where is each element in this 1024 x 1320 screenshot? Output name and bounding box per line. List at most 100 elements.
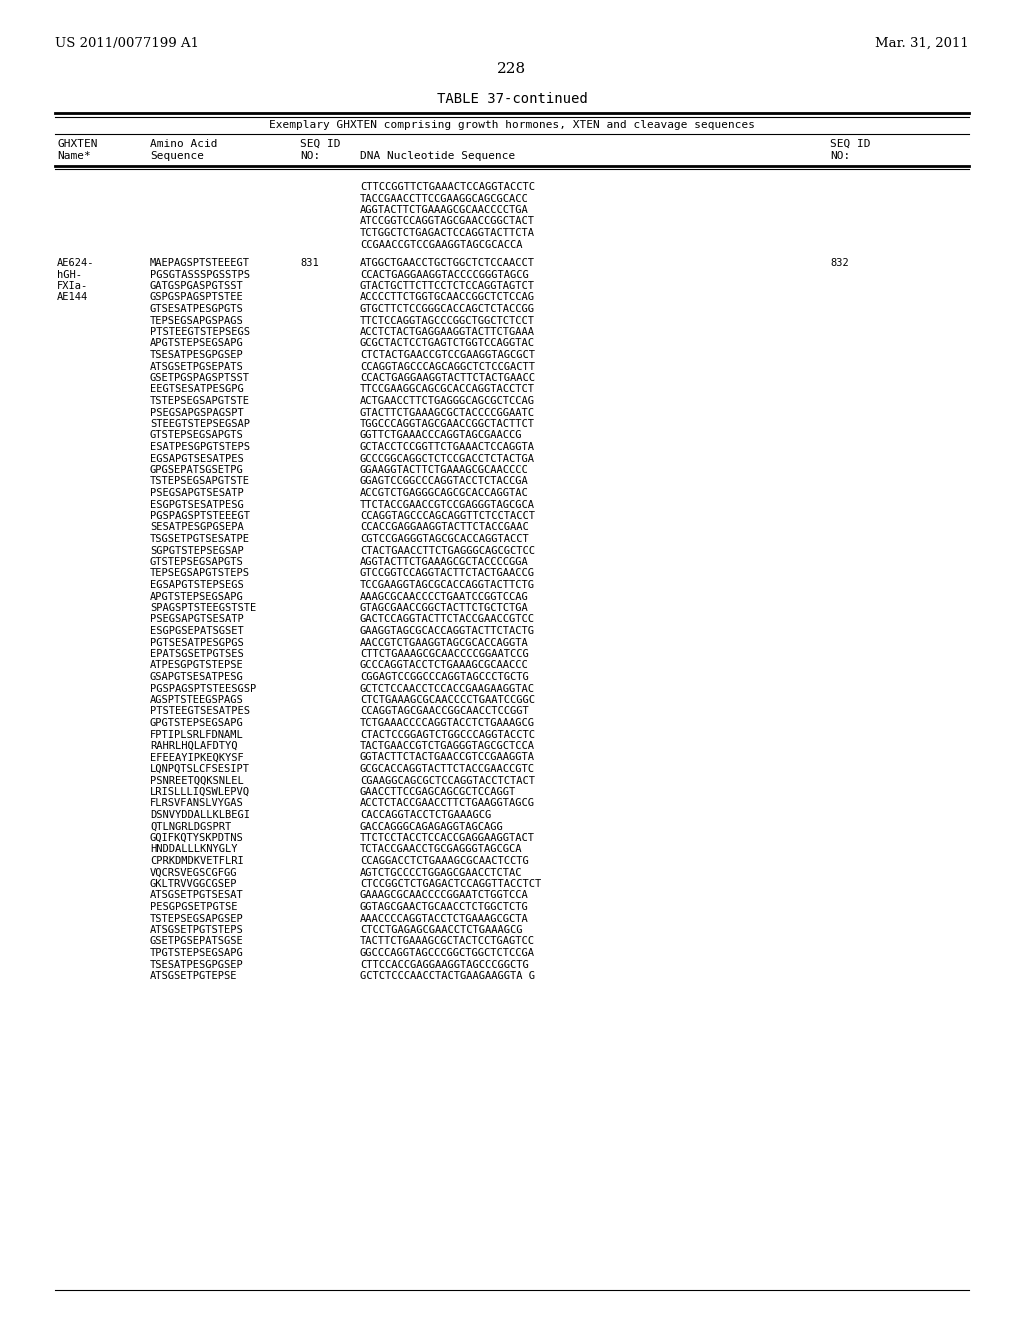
Text: Sequence: Sequence — [150, 150, 204, 161]
Text: GKLTRVVGGCGSEP: GKLTRVVGGCGSEP — [150, 879, 238, 888]
Text: PGSPAGSPTSTEEEGT: PGSPAGSPTSTEEEGT — [150, 511, 250, 521]
Text: ATSGSETPGTSTEPS: ATSGSETPGTSTEPS — [150, 925, 244, 935]
Text: CCACCGAGGAAGGTACTTCTACCGAAC: CCACCGAGGAAGGTACTTCTACCGAAC — [360, 523, 528, 532]
Text: GCTCTCCCAACCTACTGAAGAAGGTA G: GCTCTCCCAACCTACTGAAGAAGGTA G — [360, 972, 535, 981]
Text: GGTACTTCTACTGAACCGTCCGAAGGTA: GGTACTTCTACTGAACCGTCCGAAGGTA — [360, 752, 535, 763]
Text: GTSTEPSEGSAPGTS: GTSTEPSEGSAPGTS — [150, 430, 244, 441]
Text: EEGTSESATPESGPG: EEGTSESATPESGPG — [150, 384, 244, 395]
Text: AAAGCGCAACCCCTGAATCCGGTCCAG: AAAGCGCAACCCCTGAATCCGGTCCAG — [360, 591, 528, 602]
Text: TSTEPSEGSAPGTSTE: TSTEPSEGSAPGTSTE — [150, 477, 250, 487]
Text: AGTCTGCCCCTGGAGCGAACCTCTAC: AGTCTGCCCCTGGAGCGAACCTCTAC — [360, 867, 522, 878]
Text: CCGAACCGTCCGAAGGTAGCGCACCA: CCGAACCGTCCGAAGGTAGCGCACCA — [360, 239, 522, 249]
Text: GCTACCTCCGGTTCTGAAACTCCAGGTA: GCTACCTCCGGTTCTGAAACTCCAGGTA — [360, 442, 535, 451]
Text: GSETPGSEPATSGSE: GSETPGSEPATSGSE — [150, 936, 244, 946]
Text: TCTACCGAACCTGCGAGGGTAGCGCA: TCTACCGAACCTGCGAGGGTAGCGCA — [360, 845, 522, 854]
Text: TTCTCCTACCTCCACCGAGGAAGGTACT: TTCTCCTACCTCCACCGAGGAAGGTACT — [360, 833, 535, 843]
Text: SGPGTSTEPSEGSAP: SGPGTSTEPSEGSAP — [150, 545, 244, 556]
Text: SPAGSPTSTEEGSTSTE: SPAGSPTSTEEGSTSTE — [150, 603, 256, 612]
Text: SEQ ID: SEQ ID — [300, 139, 341, 149]
Text: ATGGCTGAACCTGCTGGCTCTCCAACCT: ATGGCTGAACCTGCTGGCTCTCCAACCT — [360, 257, 535, 268]
Text: AGGTACTTCTGAAAGCGCTACCCCGGA: AGGTACTTCTGAAAGCGCTACCCCGGA — [360, 557, 528, 568]
Text: GACCAGGGCAGAGAGGTAGCAGG: GACCAGGGCAGAGAGGTAGCAGG — [360, 821, 504, 832]
Text: PGSPAGSPTSTEESGSP: PGSPAGSPTSTEESGSP — [150, 684, 256, 693]
Text: GCCCAGGTACCTCTGAAAGCGCAACCC: GCCCAGGTACCTCTGAAAGCGCAACCC — [360, 660, 528, 671]
Text: TACCGAACCTTCCGAAGGCAGCGCACC: TACCGAACCTTCCGAAGGCAGCGCACC — [360, 194, 528, 203]
Text: SESATPESGPGSEPA: SESATPESGPGSEPA — [150, 523, 244, 532]
Text: GGAGTCCGGCCCAGGTACCTCTACCGA: GGAGTCCGGCCCAGGTACCTCTACCGA — [360, 477, 528, 487]
Text: CPRKDMDKVETFLRI: CPRKDMDKVETFLRI — [150, 855, 244, 866]
Text: GTAGCGAACCGGCTACTTCTGCTCTGA: GTAGCGAACCGGCTACTTCTGCTCTGA — [360, 603, 528, 612]
Text: GCGCACCAGGTACTTCTACCGAACCGTC: GCGCACCAGGTACTTCTACCGAACCGTC — [360, 764, 535, 774]
Text: CTACTCCGGAGTCTGGCCCAGGTACCTC: CTACTCCGGAGTCTGGCCCAGGTACCTC — [360, 730, 535, 739]
Text: GTCCGGTCCAGGTACTTCTACTGAACCG: GTCCGGTCCAGGTACTTCTACTGAACCG — [360, 569, 535, 578]
Text: AGGTACTTCTGAAAGCGCAACCCCTGA: AGGTACTTCTGAAAGCGCAACCCCTGA — [360, 205, 528, 215]
Text: ESGPGSEPATSGSET: ESGPGSEPATSGSET — [150, 626, 244, 636]
Text: VQCRSVEGSCGFGG: VQCRSVEGSCGFGG — [150, 867, 238, 878]
Text: GSPGSPAGSPTSTEE: GSPGSPAGSPTSTEE — [150, 293, 244, 302]
Text: GATGSPGASPGTSST: GATGSPGASPGTSST — [150, 281, 244, 290]
Text: TSGSETPGTSESATPE: TSGSETPGTSESATPE — [150, 535, 250, 544]
Text: PGSGTASSSPGSSTPS: PGSGTASSSPGSSTPS — [150, 269, 250, 280]
Text: GSAPGTSESATPESG: GSAPGTSESATPESG — [150, 672, 244, 682]
Text: TEPSEGSAPGSPAGS: TEPSEGSAPGSPAGS — [150, 315, 244, 326]
Text: TCCGAAGGTAGCGCACCAGGTACTTCTG: TCCGAAGGTAGCGCACCAGGTACTTCTG — [360, 579, 535, 590]
Text: SEQ ID: SEQ ID — [830, 139, 870, 149]
Text: AACCGTCTGAAGGTAGCGCACCAGGTA: AACCGTCTGAAGGTAGCGCACCAGGTA — [360, 638, 528, 648]
Text: PSEGSAPGTSESATP: PSEGSAPGTSESATP — [150, 615, 244, 624]
Text: Amino Acid: Amino Acid — [150, 139, 217, 149]
Text: CCACTGAGGAAGGTACCCCGGGTAGCG: CCACTGAGGAAGGTACCCCGGGTAGCG — [360, 269, 528, 280]
Text: GGAAGGTACTTCTGAAAGCGCAACCCC: GGAAGGTACTTCTGAAAGCGCAACCCC — [360, 465, 528, 475]
Text: GAACCTTCCGAGCAGCGCTCCAGGT: GAACCTTCCGAGCAGCGCTCCAGGT — [360, 787, 516, 797]
Text: APGTSTEPSEGSAPG: APGTSTEPSEGSAPG — [150, 591, 244, 602]
Text: AE624-: AE624- — [57, 257, 94, 268]
Text: GCTCTCCAACCTCCACCGAAGAAGGTAC: GCTCTCCAACCTCCACCGAAGAAGGTAC — [360, 684, 535, 693]
Text: PESGPGSETPGTSE: PESGPGSETPGTSE — [150, 902, 238, 912]
Text: TACTTCTGAAAGCGCTACTCCTGAGTCC: TACTTCTGAAAGCGCTACTCCTGAGTCC — [360, 936, 535, 946]
Text: GTSESATPESGPGTS: GTSESATPESGPGTS — [150, 304, 244, 314]
Text: GTGCTTCTCCGGGCACCAGCTCTACCGG: GTGCTTCTCCGGGCACCAGCTCTACCGG — [360, 304, 535, 314]
Text: TTCCGAAGGCAGCGCACCAGGTACCTCT: TTCCGAAGGCAGCGCACCAGGTACCTCT — [360, 384, 535, 395]
Text: TEPSEGSAPGTSTEPS: TEPSEGSAPGTSTEPS — [150, 569, 250, 578]
Text: AGSPTSTEEGSPAGS: AGSPTSTEEGSPAGS — [150, 696, 244, 705]
Text: hGH-: hGH- — [57, 269, 82, 280]
Text: ACTGAACCTTCTGAGGGCAGCGCTCCAG: ACTGAACCTTCTGAGGGCAGCGCTCCAG — [360, 396, 535, 407]
Text: GGTTCTGAAACCCAGGTAGCGAACCG: GGTTCTGAAACCCAGGTAGCGAACCG — [360, 430, 522, 441]
Text: ATSGSETPGSEPATS: ATSGSETPGSEPATS — [150, 362, 244, 371]
Text: TTCTACCGAACCGTCCGAGGGTAGCGCA: TTCTACCGAACCGTCCGAGGGTAGCGCA — [360, 499, 535, 510]
Text: EGSAPGTSTEPSEGS: EGSAPGTSTEPSEGS — [150, 579, 244, 590]
Text: QTLNGRLDGSPRT: QTLNGRLDGSPRT — [150, 821, 231, 832]
Text: FLRSVFANSLVYGAS: FLRSVFANSLVYGAS — [150, 799, 244, 808]
Text: GGCCCAGGTAGCCCGGCTGGCTCTCCGA: GGCCCAGGTAGCCCGGCTGGCTCTCCGA — [360, 948, 535, 958]
Text: STEEGTSTEPSEGSAP: STEEGTSTEPSEGSAP — [150, 418, 250, 429]
Text: NO:: NO: — [830, 150, 850, 161]
Text: CGTCCGAGGGTAGCGCACCAGGTACCT: CGTCCGAGGGTAGCGCACCAGGTACCT — [360, 535, 528, 544]
Text: GQIFKQTYSKPDTNS: GQIFKQTYSKPDTNS — [150, 833, 244, 843]
Text: CTTCCACCGAGGAAGGTAGCCCGGCTG: CTTCCACCGAGGAAGGTAGCCCGGCTG — [360, 960, 528, 969]
Text: CCAGGACCTCTGAAAGCGCAACTCCTG: CCAGGACCTCTGAAAGCGCAACTCCTG — [360, 855, 528, 866]
Text: TABLE 37-continued: TABLE 37-continued — [436, 92, 588, 106]
Text: TCTGGCTCTGAGACTCCAGGTACTTCTA: TCTGGCTCTGAGACTCCAGGTACTTCTA — [360, 228, 535, 238]
Text: GPGSEPATSGSETPG: GPGSEPATSGSETPG — [150, 465, 244, 475]
Text: PTSTEEGTSTEPSEGS: PTSTEEGTSTEPSEGS — [150, 327, 250, 337]
Text: GHXTEN: GHXTEN — [57, 139, 97, 149]
Text: LQNPQTSLCFSESIPT: LQNPQTSLCFSESIPT — [150, 764, 250, 774]
Text: TSESATPESGPGSEP: TSESATPESGPGSEP — [150, 960, 244, 969]
Text: Name*: Name* — [57, 150, 91, 161]
Text: LRISLLLIQSWLEPVQ: LRISLLLIQSWLEPVQ — [150, 787, 250, 797]
Text: GTSTEPSEGSAPGTS: GTSTEPSEGSAPGTS — [150, 557, 244, 568]
Text: CTCCTGAGAGCGAACCTCTGAAAGCG: CTCCTGAGAGCGAACCTCTGAAAGCG — [360, 925, 522, 935]
Text: PSEGSAPGSPAGSPT: PSEGSAPGSPAGSPT — [150, 408, 244, 417]
Text: CTACTGAACCTTCTGAGGGCAGCGCTCC: CTACTGAACCTTCTGAGGGCAGCGCTCC — [360, 545, 535, 556]
Text: ATCCGGTCCAGGTAGCGAACCGGCTACT: ATCCGGTCCAGGTAGCGAACCGGCTACT — [360, 216, 535, 227]
Text: CCACTGAGGAAGGTACTTCTACTGAACC: CCACTGAGGAAGGTACTTCTACTGAACC — [360, 374, 535, 383]
Text: CCAGGTAGCGAACCGGCAACCTCCGGT: CCAGGTAGCGAACCGGCAACCTCCGGT — [360, 706, 528, 717]
Text: DNA Nucleotide Sequence: DNA Nucleotide Sequence — [360, 150, 515, 161]
Text: GACTCCAGGTACTTCTACCGAACCGTCC: GACTCCAGGTACTTCTACCGAACCGTCC — [360, 615, 535, 624]
Text: TSTEPSEGSAPGSEP: TSTEPSEGSAPGSEP — [150, 913, 244, 924]
Text: ESATPESGPGTSTEPS: ESATPESGPGTSTEPS — [150, 442, 250, 451]
Text: TPGTSTEPSEGSAPG: TPGTSTEPSEGSAPG — [150, 948, 244, 958]
Text: AE144: AE144 — [57, 293, 88, 302]
Text: CTCTGAAAGCGCAACCCCTGAATCCGGC: CTCTGAAAGCGCAACCCCTGAATCCGGC — [360, 696, 535, 705]
Text: GSETPGSPAGSPTSST: GSETPGSPAGSPTSST — [150, 374, 250, 383]
Text: RAHRLHQLAFDTYQ: RAHRLHQLAFDTYQ — [150, 741, 238, 751]
